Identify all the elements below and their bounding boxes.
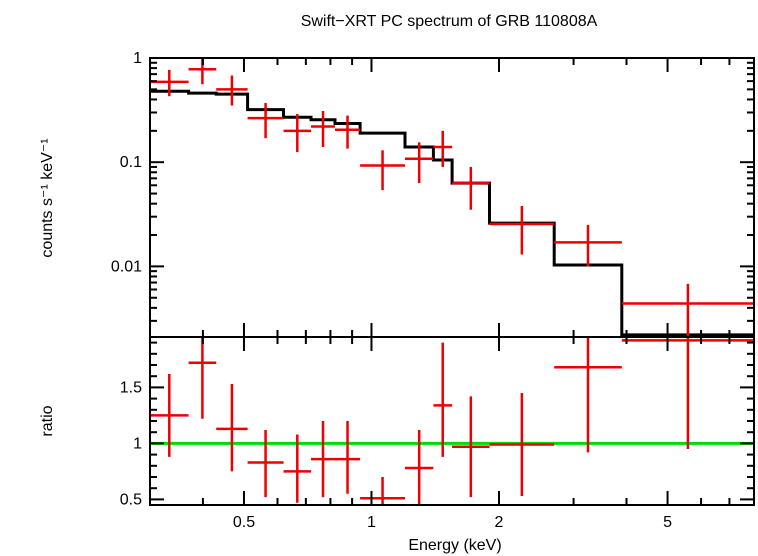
ratio-point-6 bbox=[311, 421, 335, 498]
ratio-point-5 bbox=[283, 434, 312, 503]
x-tick-label: 5 bbox=[663, 514, 672, 531]
lower-y-axis-label: ratio bbox=[39, 405, 56, 436]
x-axis-label: Energy (keV) bbox=[408, 537, 501, 554]
spectrum-point-10 bbox=[433, 130, 453, 167]
ratio-point-14 bbox=[621, 337, 754, 449]
ratio-point-8 bbox=[360, 477, 406, 505]
lower-y-tick-label: 0.5 bbox=[120, 491, 142, 508]
spectrum-point-12 bbox=[489, 205, 555, 255]
spectrum-point-4 bbox=[247, 102, 284, 139]
lower-panel: 0.5 1 1.5 ratio bbox=[39, 336, 755, 508]
x-tick-label: 0.5 bbox=[233, 514, 255, 531]
x-axis: 0.5 1 2 5 bbox=[149, 58, 755, 531]
spectrum-data-points bbox=[150, 58, 754, 337]
ratio-point-3 bbox=[216, 384, 248, 472]
ratio-point-12 bbox=[489, 393, 555, 497]
x-tick-label: 1 bbox=[367, 514, 376, 531]
x-tick-label: 2 bbox=[495, 514, 504, 531]
upper-y-tick-label: 1 bbox=[133, 50, 142, 67]
ratio-data-points bbox=[150, 337, 754, 505]
spectrum-point-6 bbox=[311, 110, 335, 147]
ratio-point-9 bbox=[405, 429, 434, 505]
spectrum-point-13 bbox=[554, 224, 622, 267]
ratio-point-10 bbox=[433, 342, 453, 457]
chart-title: Swift−XRT PC spectrum of GRB 110808A bbox=[301, 13, 598, 30]
upper-y-tick-label: 0.1 bbox=[120, 154, 142, 171]
spectrum-point-14 bbox=[621, 283, 754, 337]
ratio-point-7 bbox=[334, 421, 361, 494]
upper-y-tick-label: 0.01 bbox=[111, 258, 142, 275]
spectrum-point-11 bbox=[452, 166, 490, 210]
ratio-point-13 bbox=[554, 337, 622, 453]
lower-y-tick-label: 1.5 bbox=[120, 379, 142, 396]
spectrum-point-7 bbox=[334, 115, 361, 149]
spectrum-point-8 bbox=[360, 150, 406, 191]
lower-y-tick-label: 1 bbox=[133, 435, 142, 452]
ratio-point-4 bbox=[247, 429, 284, 498]
upper-y-axis-label: counts s⁻¹ keV⁻¹ bbox=[39, 138, 56, 257]
spectrum-point-5 bbox=[283, 114, 312, 153]
lower-y-axis: 0.5 1 1.5 bbox=[120, 341, 754, 508]
ratio-point-2 bbox=[188, 337, 217, 419]
ratio-point-1 bbox=[150, 373, 189, 457]
spectrum-point-3 bbox=[216, 75, 248, 106]
ratio-point-11 bbox=[452, 396, 490, 498]
spectrum-point-9 bbox=[405, 142, 434, 184]
upper-y-axis: 1 0.1 0.01 bbox=[111, 50, 754, 322]
